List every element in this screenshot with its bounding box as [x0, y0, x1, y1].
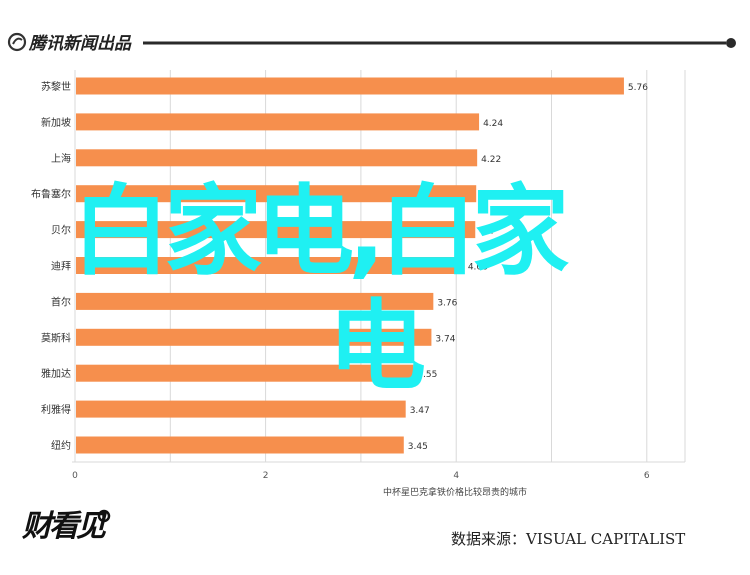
- logo-circle-icon: [7, 32, 27, 52]
- category-label: 上海: [51, 152, 71, 165]
- bar: [76, 400, 406, 418]
- x-tick-label: 0: [72, 471, 78, 481]
- logo-pupil-icon: [102, 514, 106, 518]
- value-label: 4.2: [479, 227, 493, 237]
- bar: [76, 113, 480, 131]
- value-label: 4.21: [480, 191, 500, 201]
- value-label: 4.08: [468, 263, 488, 273]
- category-label: 迪拜: [51, 261, 71, 273]
- value-label: 4.24: [483, 119, 503, 129]
- bars: [76, 77, 624, 454]
- category-label: 莫斯科: [41, 331, 71, 344]
- value-label: 5.76: [628, 83, 648, 93]
- category-label: 新加坡: [41, 116, 71, 129]
- logo-eye-icon: [97, 509, 111, 523]
- value-label: 3.47: [410, 406, 430, 416]
- bar: [76, 328, 432, 346]
- x-tick-label: 4: [453, 471, 459, 481]
- bar-chart: 苏黎世 5.76 新加坡 4.24 上海 4.22 布鲁塞尔 4.21 贝尔 4.2 迪拜 4.08 首…: [31, 70, 686, 498]
- footer-logo-text: 财看见: [21, 509, 108, 544]
- x-tick-label: 6: [644, 471, 650, 481]
- bar: [76, 292, 434, 310]
- value-label: 3.55: [417, 370, 437, 380]
- category-label: 雅加达: [41, 367, 71, 380]
- value-label: 4.22: [481, 155, 501, 165]
- x-tick-label: 2: [263, 471, 269, 481]
- bar: [76, 257, 464, 274]
- category-label: 布鲁塞尔: [31, 188, 71, 201]
- category-label: 首尔: [51, 295, 71, 308]
- bar: [76, 185, 477, 203]
- category-label: 贝尔: [51, 224, 71, 237]
- tencent-news-logo: 腾讯新闻出品: [7, 32, 132, 54]
- category-label: 纽约: [51, 439, 71, 452]
- labels: 苏黎世 5.76 新加坡 4.24 上海 4.22 布鲁塞尔 4.21 贝尔 4.2 迪拜 4.08 首…: [31, 80, 650, 498]
- category-label: 苏黎世: [41, 80, 71, 93]
- value-label: 3.76: [437, 298, 457, 308]
- bar: [76, 364, 414, 382]
- value-label: 3.45: [408, 442, 428, 452]
- caikanjian-logo: 财看见: [21, 509, 111, 544]
- header-rule-dot-icon: [726, 38, 736, 48]
- logo-swirl-icon: [12, 37, 23, 45]
- bar: [76, 436, 404, 454]
- value-label: 3.74: [435, 334, 455, 344]
- bar: [76, 77, 624, 95]
- header-bar: 腾讯新闻出品: [7, 32, 736, 54]
- x-axis-title: 中杯星巴克拿铁价格比较昂贵的城市: [383, 486, 527, 498]
- category-label: 利雅得: [41, 403, 71, 416]
- brand-text: 腾讯新闻出品: [28, 34, 132, 54]
- bar: [76, 149, 478, 167]
- bar: [76, 221, 476, 239]
- data-source-text: 数据来源：VISUAL CAPITALIST: [451, 530, 686, 548]
